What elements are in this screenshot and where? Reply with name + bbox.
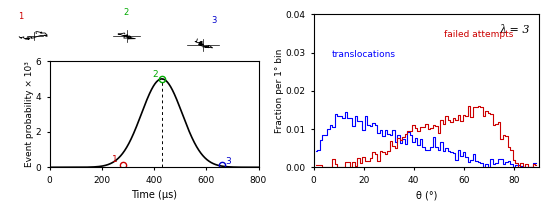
Text: 1: 1 <box>112 155 118 164</box>
Text: 1: 1 <box>18 12 23 21</box>
Text: 3: 3 <box>212 16 217 25</box>
X-axis label: θ (°): θ (°) <box>416 190 437 200</box>
Y-axis label: Event probability × 10³: Event probability × 10³ <box>25 61 34 167</box>
Text: translocations: translocations <box>332 50 395 59</box>
Text: 2: 2 <box>124 8 129 17</box>
Text: 3: 3 <box>225 157 230 166</box>
Text: λ = 3: λ = 3 <box>499 25 530 35</box>
Text: 500 nm: 500 nm <box>67 61 94 67</box>
Y-axis label: Fraction per 1° bin: Fraction per 1° bin <box>274 49 284 133</box>
X-axis label: Time (μs): Time (μs) <box>131 190 177 200</box>
Text: 2: 2 <box>152 70 158 80</box>
Text: failed attempts: failed attempts <box>444 30 514 39</box>
